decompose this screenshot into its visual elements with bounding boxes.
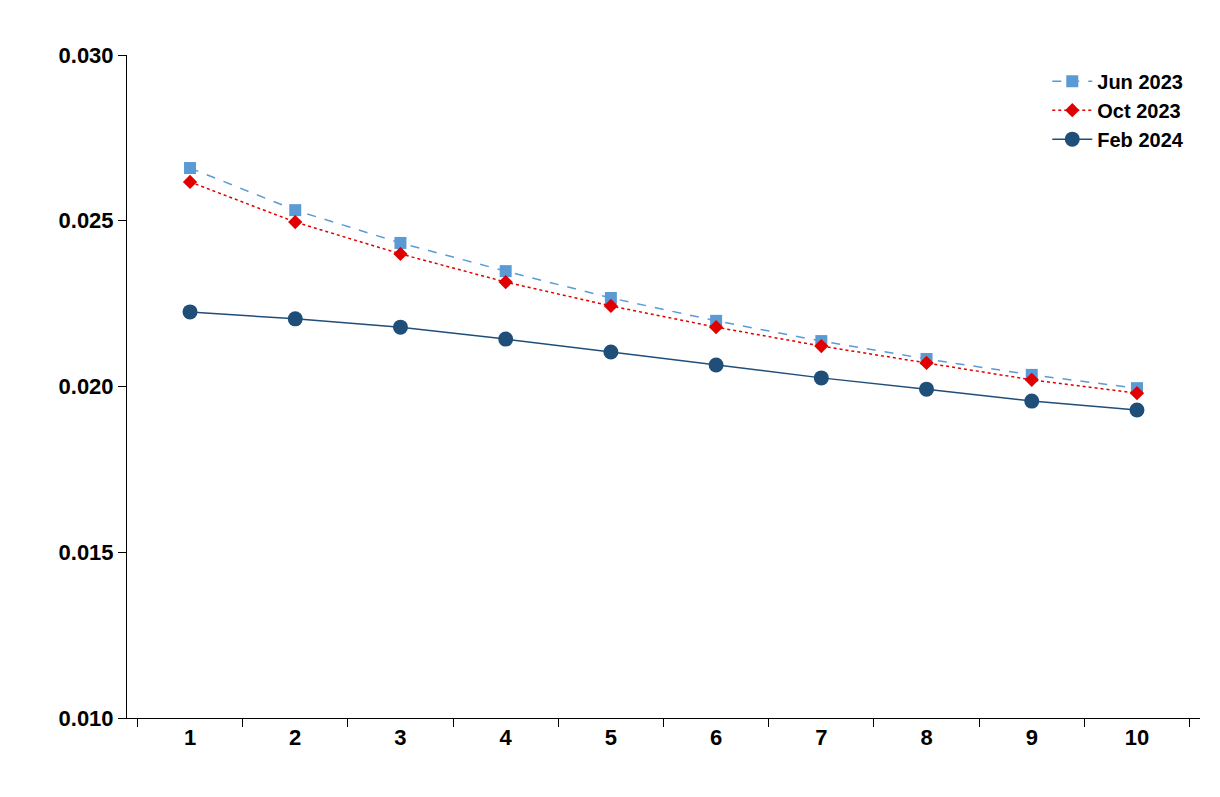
svg-text:0.010: 0.010 [59,706,114,731]
svg-text:0.030: 0.030 [59,43,114,68]
svg-text:0.020: 0.020 [59,374,114,399]
svg-text:10: 10 [1125,725,1149,750]
svg-text:7: 7 [815,725,827,750]
svg-text:6: 6 [710,725,722,750]
svg-text:4: 4 [500,725,513,750]
svg-text:3: 3 [394,725,406,750]
svg-text:0.015: 0.015 [59,540,114,565]
svg-text:Oct 2023: Oct 2023 [1097,100,1180,122]
svg-text:2: 2 [289,725,301,750]
svg-text:5: 5 [605,725,617,750]
svg-text:8: 8 [920,725,932,750]
svg-text:Jun 2023: Jun 2023 [1097,71,1183,93]
svg-text:0.025: 0.025 [59,208,114,233]
svg-text:1: 1 [184,725,196,750]
svg-text:Feb 2024: Feb 2024 [1097,129,1183,151]
svg-text:9: 9 [1026,725,1038,750]
